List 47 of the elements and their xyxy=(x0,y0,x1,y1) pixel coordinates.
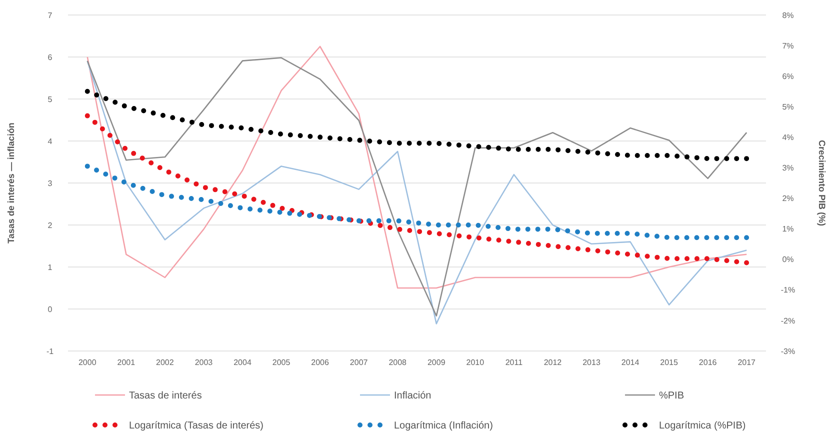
y2-tick-label: 2% xyxy=(782,194,794,204)
x-tick-label: 2004 xyxy=(234,358,252,367)
y-tick-label: 3 xyxy=(48,178,53,188)
y-tick-label: 4 xyxy=(48,136,53,146)
legend-label: %PIB xyxy=(659,390,684,402)
y-tick-label: 1 xyxy=(48,262,53,272)
x-tick-label: 2012 xyxy=(544,358,562,367)
x-tick-label: 2016 xyxy=(698,358,718,367)
legend-label: Tasas de interés xyxy=(129,390,202,402)
x-tick-label: 2015 xyxy=(660,358,679,367)
x-tick-label: 2000 xyxy=(78,358,97,367)
x-tick-label: 2010 xyxy=(466,358,485,367)
x-tick-label: 2002 xyxy=(156,358,174,367)
y-tick-label: 0 xyxy=(48,304,53,314)
y2-tick-label: 3% xyxy=(782,164,794,173)
x-tick-label: 2009 xyxy=(427,358,446,367)
x-tick-label: 2005 xyxy=(272,358,291,367)
legend-label: Inflación xyxy=(394,390,432,402)
y2-tick-label: -1% xyxy=(780,286,796,295)
y2-tick-label: 4% xyxy=(782,132,794,142)
y2-tick-label: 6% xyxy=(782,72,794,81)
x-tick-label: 2008 xyxy=(388,358,408,367)
x-tick-label: 2014 xyxy=(621,358,640,367)
x-tick-label: 2013 xyxy=(582,358,601,367)
y2-tick-label: 7% xyxy=(782,41,794,50)
y-tick-label: 2 xyxy=(48,220,53,230)
y2-tick-label: 1% xyxy=(782,224,794,234)
y-axis-title: Tasas de interés — inflación xyxy=(6,122,16,244)
y-tick-label: 7 xyxy=(48,10,53,20)
x-tick-label: 2017 xyxy=(738,358,756,367)
legend-label: Logarítmica (Inflación) xyxy=(394,420,493,432)
y2-tick-label: -3% xyxy=(780,346,796,356)
x-tick-label: 2003 xyxy=(194,358,214,367)
y2-tick-label: 5% xyxy=(782,102,794,112)
y-tick-label: 6 xyxy=(48,52,53,62)
y2-tick-label: 8% xyxy=(782,10,794,20)
x-tick-label: 2007 xyxy=(350,358,368,367)
y2-axis-title: Crecimiento PIB (%) xyxy=(817,140,827,226)
x-tick-label: 2011 xyxy=(505,358,524,367)
legend-label: Logarítmica (%PIB) xyxy=(659,420,746,432)
legend-label: Logarítmica (Tasas de interés) xyxy=(129,420,264,432)
y-tick-label: 5 xyxy=(48,94,53,104)
x-tick-label: 2006 xyxy=(311,358,330,367)
y2-tick-label: 0% xyxy=(782,255,794,264)
y2-tick-label: -2% xyxy=(780,316,796,326)
y-tick-label: -1 xyxy=(46,346,54,356)
x-tick-label: 2001 xyxy=(117,358,136,367)
